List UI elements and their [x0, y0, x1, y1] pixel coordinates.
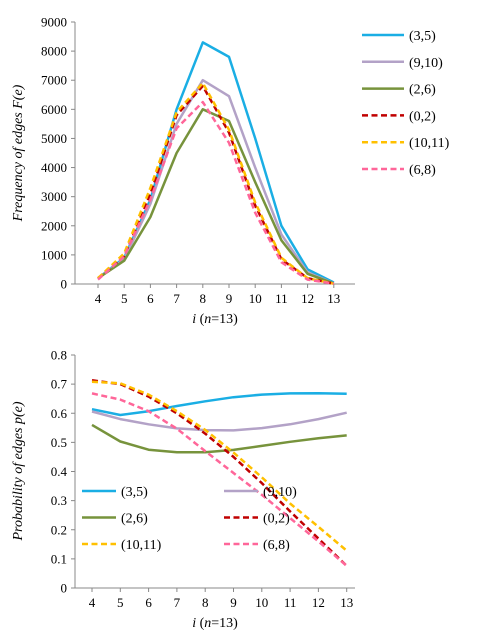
x-axis-title-paren-open: ( — [196, 616, 205, 631]
x-tick-label: 10 — [255, 595, 268, 610]
y-tick-label: 0 — [61, 277, 68, 292]
x-tick-label: 13 — [340, 595, 353, 610]
y-tick-label: 5000 — [41, 131, 67, 146]
y-tick-label: 0.5 — [51, 435, 67, 450]
y-tick-label: 0 — [61, 581, 68, 596]
y-tick-label: 0.3 — [51, 493, 67, 508]
x-tick-labels: 4 5 6 7 8 9 10 11 12 13 — [95, 284, 340, 306]
x-tick-label: 8 — [202, 595, 209, 610]
x-tick-label: 13 — [327, 291, 340, 306]
y-tick-label: 3000 — [41, 189, 67, 204]
x-axis-title-paren-open: ( — [196, 312, 205, 327]
x-tick-label: 6 — [145, 595, 152, 610]
series-line-4 — [91, 380, 348, 552]
x-axis-title-n: n — [204, 616, 211, 631]
y-tick-label: 7000 — [41, 73, 67, 88]
legend-label-4: (10,11) — [121, 538, 162, 553]
y-axis-title-symbol: p(e) — [11, 401, 26, 425]
series-line-1 — [91, 410, 347, 432]
x-tick-label: 7 — [173, 291, 180, 306]
x-axis-title-var: i — [192, 312, 196, 327]
x-tick-label: 8 — [200, 291, 207, 306]
legend-label-0: (3,5) — [409, 29, 436, 44]
frequency-chart: 0 1000 2000 3000 4000 5000 6000 7000 8000 9000 4 5… — [11, 15, 450, 328]
x-axis-title-rest: =13) — [211, 312, 238, 327]
x-tick-label: 10 — [249, 291, 262, 306]
x-tick-labels: 4 5 6 7 8 9 10 11 12 13 — [89, 588, 353, 610]
legend-label-1: (9,10) — [263, 485, 297, 500]
y-tick-labels: 0 1000 2000 3000 4000 5000 6000 7000 8000 9000 — [41, 15, 75, 292]
x-axis-title: i (n=13) — [192, 312, 238, 327]
legend-label-5: (6,8) — [409, 163, 436, 178]
legend-label-3: (0,2) — [263, 512, 290, 527]
y-tick-label: 9000 — [41, 15, 67, 30]
y-axis-title-main: Frequency of edges — [11, 109, 26, 223]
x-axis-title-rest: =13) — [211, 616, 238, 631]
y-tick-label: 0.1 — [51, 551, 67, 566]
series-line-2 — [91, 423, 347, 454]
x-axis-title-n: n — [204, 312, 211, 327]
legend-label-0: (3,5) — [121, 485, 148, 500]
x-tick-label: 4 — [89, 595, 96, 610]
x-tick-label: 11 — [284, 595, 297, 610]
probability-chart: 0 0.1 0.2 0.3 0.4 0.5 0.6 0.7 0.8 4 5 6 7 8 9 10 11 12 13… — [11, 348, 355, 631]
legend-label-3: (0,2) — [409, 109, 436, 124]
x-axis-title-var: i — [192, 616, 196, 631]
series-line-2 — [97, 108, 335, 285]
x-axis-title: i (n=13) — [192, 616, 238, 631]
x-tick-label: 12 — [312, 595, 325, 610]
legend-label-4: (10,11) — [409, 136, 450, 151]
x-tick-label: 7 — [174, 595, 181, 610]
x-tick-label: 4 — [95, 291, 102, 306]
y-tick-labels: 0 0.1 0.2 0.3 0.4 0.5 0.6 0.7 0.8 — [51, 348, 75, 596]
y-tick-label: 6000 — [41, 102, 67, 117]
x-tick-label: 5 — [117, 595, 124, 610]
y-axis-title-symbol: F(e) — [11, 84, 26, 109]
y-axis-title-main: Probability of edges — [11, 424, 26, 542]
y-tick-label: 0.8 — [51, 348, 67, 363]
legend-label-5: (6,8) — [263, 538, 290, 553]
y-tick-label: 8000 — [41, 44, 67, 59]
y-tick-label: 4000 — [41, 160, 67, 175]
series-lines — [91, 379, 348, 567]
y-tick-label: 1000 — [41, 247, 67, 262]
y-axis-title: Frequency of edges F(e) — [11, 84, 26, 222]
legend: (3,5) (9,10) (2,6) (0,2) (10,11) (6,8) — [82, 485, 297, 553]
y-tick-label: 0.6 — [51, 406, 68, 421]
legend-label-2: (2,6) — [121, 512, 148, 527]
series-line-1 — [97, 78, 335, 285]
y-tick-label: 0.7 — [51, 377, 68, 392]
legend: (3,5) (9,10) (2,6) (0,2) (10,11) (6,8) — [362, 29, 450, 178]
x-tick-label: 9 — [226, 291, 233, 306]
x-tick-label: 9 — [230, 595, 237, 610]
legend-label-1: (9,10) — [409, 56, 443, 71]
series-line-5 — [91, 392, 348, 567]
series-line-3 — [91, 379, 348, 567]
x-tick-label: 6 — [147, 291, 154, 306]
x-tick-label: 5 — [121, 291, 128, 306]
series-line-0 — [91, 391, 347, 417]
y-axis-title: Probability of edges p(e) — [11, 401, 26, 541]
y-tick-label: 0.4 — [51, 464, 68, 479]
series-line-4 — [97, 81, 335, 285]
x-tick-label: 12 — [301, 291, 314, 306]
x-tick-label: 11 — [275, 291, 288, 306]
series-lines — [97, 41, 335, 285]
legend-label-2: (2,6) — [409, 83, 436, 98]
y-tick-label: 2000 — [41, 218, 67, 233]
y-tick-label: 0.2 — [51, 522, 67, 537]
